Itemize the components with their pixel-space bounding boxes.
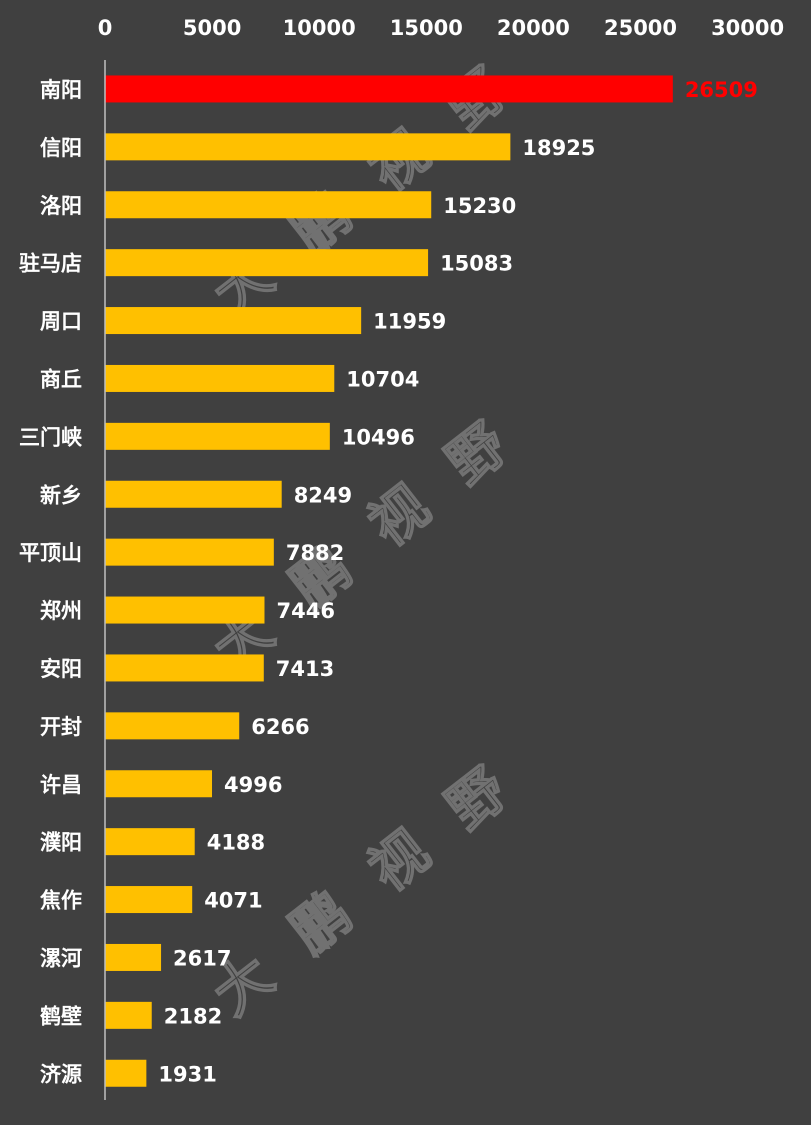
watermark-char: 视 [358, 474, 442, 560]
x-tick-label: 0 [98, 16, 113, 40]
data-label: 6266 [251, 715, 309, 739]
category-label: 三门峡 [19, 425, 82, 449]
category-label: 安阳 [40, 657, 82, 681]
x-tick-label: 5000 [183, 16, 241, 40]
bar [105, 133, 511, 161]
bar [105, 596, 265, 624]
data-label: 7413 [276, 657, 334, 681]
bar [105, 943, 162, 971]
watermark-char: 视 [358, 819, 442, 905]
bar [105, 712, 240, 740]
category-label: 漯河 [40, 946, 82, 970]
category-label: 驻马店 [19, 252, 82, 276]
watermark-char: 鹏 [280, 881, 364, 967]
data-label: 7882 [286, 541, 344, 565]
data-label: 10704 [346, 367, 419, 391]
bar [105, 307, 362, 335]
watermark-char: 野 [436, 412, 520, 498]
bar [105, 75, 673, 103]
category-label: 济源 [40, 1062, 82, 1086]
bar [105, 886, 193, 914]
data-label: 15230 [443, 194, 516, 218]
bar [105, 654, 264, 682]
category-label: 新乡 [40, 483, 82, 507]
data-label: 2617 [173, 946, 231, 970]
category-label: 焦作 [39, 889, 82, 913]
x-axis-ticks: 0 5000 10000 15000 20000 25000 30000 [98, 16, 784, 40]
data-label: 4188 [207, 831, 265, 855]
data-label: 7446 [276, 599, 334, 623]
value-labels: 26509 18925 15230 15083 11959 10704 10496 8249 7… [158, 78, 758, 1086]
category-label: 鹤壁 [40, 1004, 82, 1028]
data-label: 18925 [522, 136, 595, 160]
category-label: 平顶山 [19, 541, 82, 565]
bar [105, 1001, 152, 1029]
category-label: 周口 [40, 310, 82, 334]
data-label: 2182 [164, 1004, 222, 1028]
category-label: 许昌 [40, 773, 82, 797]
data-label: 1931 [158, 1062, 216, 1086]
bar [105, 770, 213, 798]
category-label: 信阳 [40, 136, 82, 160]
bar [105, 480, 282, 508]
data-label: 10496 [342, 425, 415, 449]
bar [105, 828, 195, 856]
data-label: 11959 [373, 310, 446, 334]
bar [105, 249, 429, 277]
bars [105, 75, 673, 1087]
data-label: 4996 [224, 773, 282, 797]
watermark-char: 野 [436, 757, 520, 843]
category-label: 濮阳 [40, 831, 82, 855]
bar [105, 191, 432, 219]
data-label: 8249 [294, 483, 352, 507]
bar [105, 422, 330, 450]
x-tick-label: 20000 [497, 16, 570, 40]
data-label: 4071 [204, 889, 262, 913]
bar [105, 1059, 147, 1087]
data-label: 15083 [440, 252, 513, 276]
bar [105, 538, 274, 566]
category-label: 洛阳 [40, 194, 82, 218]
category-label: 商丘 [40, 367, 82, 391]
category-label: 郑州 [40, 599, 82, 623]
x-tick-label: 30000 [711, 16, 784, 40]
x-tick-label: 25000 [604, 16, 677, 40]
x-tick-label: 15000 [390, 16, 463, 40]
data-label: 26509 [685, 78, 758, 102]
x-tick-label: 10000 [283, 16, 356, 40]
bar [105, 364, 335, 392]
category-label: 南阳 [40, 78, 82, 102]
category-label: 开封 [40, 715, 82, 739]
